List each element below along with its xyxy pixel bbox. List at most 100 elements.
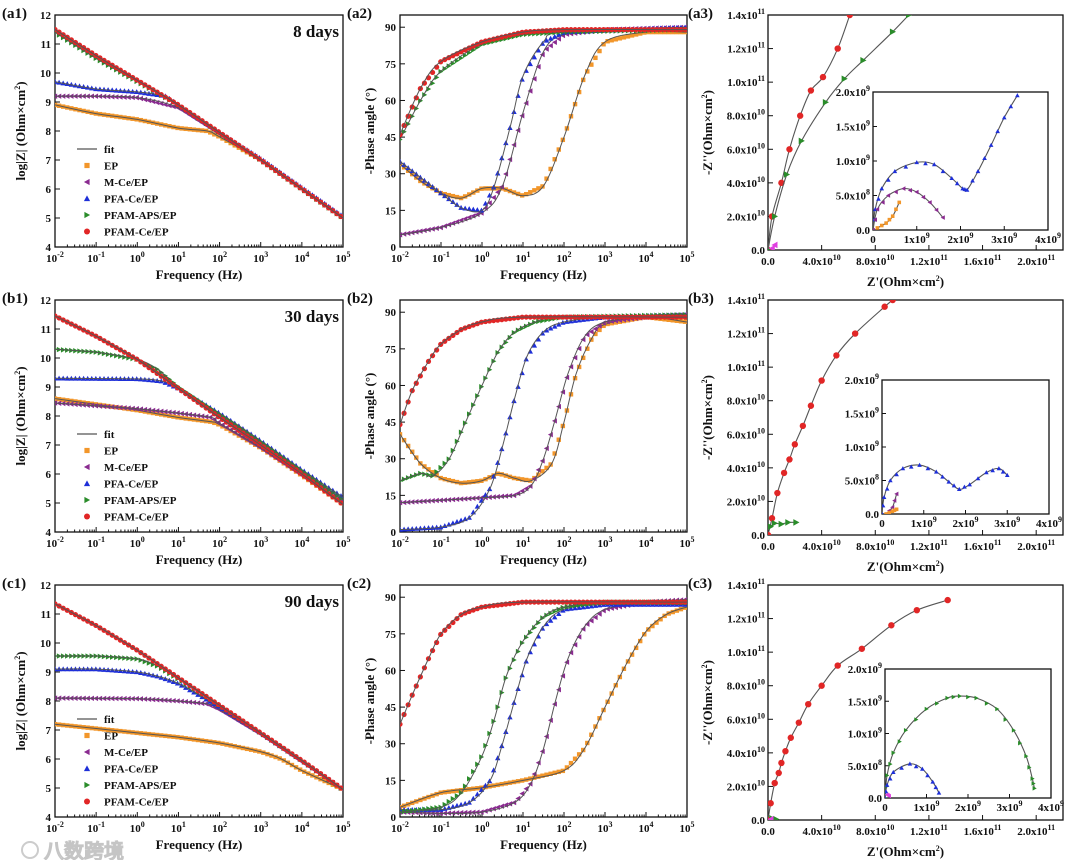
x-tick-label-exp: 1 — [182, 820, 186, 829]
series-pfam-ce-ep — [400, 314, 687, 428]
marker-triangle — [576, 345, 582, 352]
y-tick-label: 1.2x1011 — [727, 326, 765, 341]
marker-triangle — [454, 793, 460, 799]
y-tick-label: 2.0x1010 — [727, 493, 765, 508]
x-tick-label: 103 — [253, 535, 268, 550]
series-m-ce-ep — [885, 792, 891, 798]
y-tick-label-base: 6.0x10 — [727, 714, 758, 726]
y-tick-label: 11 — [41, 39, 51, 51]
plot-frame — [399, 299, 688, 533]
y-tick-label-base: 1.2x10 — [727, 329, 758, 341]
marker-triangle — [536, 620, 542, 626]
y-tick-label: 6 — [46, 469, 52, 481]
x-tick-label-base: 8.0x10 — [856, 256, 887, 268]
x-axis-title: Frequency (Hz) — [156, 552, 243, 567]
series-pfam-ce-ep — [400, 599, 687, 727]
marker-triangle — [556, 31, 562, 37]
marker-triangle — [84, 211, 91, 219]
x-tick-label: 104 — [639, 250, 654, 265]
marker-square — [519, 477, 525, 482]
legend-item-label: PFAM-APS/EP — [104, 210, 177, 222]
y-tick-label-exp: 11 — [757, 644, 765, 653]
marker-square — [638, 638, 643, 644]
x-tick-label-base: 10 — [639, 538, 651, 550]
marker-circle — [799, 422, 807, 430]
marker-square — [576, 752, 582, 757]
inset-x-tick-label-base: 4x10 — [1035, 234, 1058, 246]
marker-circle — [527, 29, 533, 35]
marker-square — [625, 34, 631, 39]
x-tick-label-exp: 3 — [264, 250, 268, 259]
x-tick-label-exp: 10 — [886, 253, 894, 262]
marker-triangle — [887, 776, 893, 781]
x-tick-label-base: 10 — [253, 538, 265, 550]
marker-square — [879, 223, 884, 228]
series-layer — [768, 596, 951, 820]
marker-square — [617, 319, 623, 324]
x-axis-title-base: Z'(Ohm×cm — [867, 559, 936, 574]
marker-square — [621, 35, 627, 40]
x-tick-label-exp: 1 — [527, 535, 531, 544]
x-tick-label-base: 10 — [475, 253, 487, 265]
fit-line — [400, 29, 687, 140]
marker-square — [212, 132, 217, 137]
marker-triangle — [860, 57, 867, 64]
marker-triangle — [888, 761, 893, 767]
x-tick-label-base: 10 — [253, 253, 265, 265]
y-tick-label: 8.0x1010 — [727, 393, 765, 408]
marker-triangle — [462, 783, 468, 789]
y-tick-label: 0 — [391, 812, 397, 824]
x-tick-label-base: 10 — [557, 538, 569, 550]
y-axis-title-base: log|Z| (Ohm×cm — [13, 90, 28, 181]
x-tick-label: 102 — [212, 820, 227, 835]
x-tick-label: 105 — [336, 535, 351, 550]
y-axis-title-post: ) — [13, 81, 28, 85]
marker-square — [487, 186, 492, 191]
x-tick-label-exp: 3 — [609, 820, 613, 829]
y-axis-title-base: -Z''(Ohm×cm — [700, 668, 715, 745]
inset-bg — [885, 669, 1051, 798]
inset-x-tick-label-base: 3x10 — [997, 802, 1020, 814]
legend: fit EP M-Ce/EP PFA-Ce/EP PFAM-APS/EP PFAM-Ce/… — [77, 429, 177, 524]
marker-triangle — [1004, 472, 1010, 477]
marker-triangle — [875, 207, 880, 212]
y-tick-label: 1.4x1011 — [727, 7, 765, 22]
x-tick-label: 10-1 — [432, 820, 450, 835]
marker-square — [426, 467, 431, 472]
marker-square — [589, 732, 594, 737]
inset-y-tick-label: 2.0x109 — [845, 372, 879, 387]
marker-triangle — [543, 327, 550, 333]
y-axis-title-exp: 2 — [700, 664, 709, 668]
marker-circle — [807, 87, 815, 94]
panel-label: (b3) — [688, 291, 714, 307]
marker-triangle — [515, 327, 521, 333]
marker-triangle — [925, 773, 930, 778]
inset-x-tick-label-base: 2x10 — [953, 518, 976, 530]
x-tick-label-base: 10 — [516, 538, 528, 550]
marker-square — [629, 33, 635, 38]
x-tick-label-base: 1.6x10 — [964, 541, 995, 553]
marker-triangle — [888, 478, 893, 483]
x-tick-label: 100 — [475, 535, 490, 550]
marker-square — [894, 507, 899, 512]
marker-triangle — [55, 375, 58, 381]
marker-square — [450, 788, 456, 794]
marker-triangle — [576, 604, 582, 610]
marker-square — [884, 512, 888, 514]
marker-triangle — [768, 523, 774, 530]
marker-square — [674, 608, 680, 613]
y-tick-label: 8.0x1010 — [727, 678, 765, 693]
y-tick-label-base: 2.0x10 — [727, 211, 758, 223]
marker-triangle — [552, 39, 557, 45]
inset-y-tick-label-exp: 9 — [866, 153, 870, 162]
marker-square — [548, 166, 553, 172]
marker-triangle — [771, 241, 778, 249]
marker-square — [894, 207, 898, 212]
x-tick-label-base: 10 — [294, 538, 306, 550]
marker-triangle — [499, 493, 504, 500]
marker-triangle — [84, 781, 91, 789]
marker-square — [414, 799, 419, 804]
x-tick-label-exp: 0 — [486, 820, 490, 829]
marker-triangle — [901, 186, 906, 191]
marker-triangle — [891, 769, 896, 774]
